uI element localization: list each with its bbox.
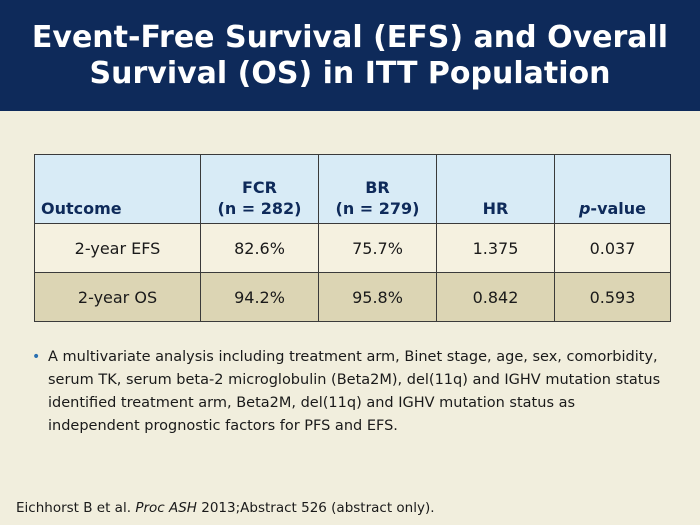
citation-journal: Proc ASH bbox=[135, 500, 197, 516]
cell-hr: 1.375 bbox=[436, 223, 555, 273]
header-p-value: p-value bbox=[554, 154, 671, 224]
title-banner: Event-Free Survival (EFS) and Overall Su… bbox=[0, 0, 700, 111]
cell-br: 75.7% bbox=[318, 223, 437, 273]
citation-details: 2013;Abstract 526 (abstract only). bbox=[201, 500, 435, 516]
cell-outcome: 2-year EFS bbox=[34, 223, 201, 273]
cell-hr: 0.842 bbox=[436, 272, 555, 322]
table-row: 2-year EFS 82.6% 75.7% 1.375 0.037 bbox=[34, 223, 671, 273]
cell-outcome: 2-year OS bbox=[34, 272, 201, 322]
cell-br: 95.8% bbox=[318, 272, 437, 322]
citation: Eichhorst B et al. Proc ASH 2013;Abstrac… bbox=[16, 500, 435, 516]
header-outcome: Outcome bbox=[34, 154, 201, 224]
header-fcr: FCR (n = 282) bbox=[200, 154, 319, 224]
cell-fcr: 82.6% bbox=[200, 223, 319, 273]
cell-p-value: 0.593 bbox=[554, 272, 671, 322]
header-br: BR (n = 279) bbox=[318, 154, 437, 224]
bullet-point: • A multivariate analysis including trea… bbox=[32, 346, 668, 438]
table-row: 2-year OS 94.2% 95.8% 0.842 0.593 bbox=[34, 272, 671, 322]
bullet-text: A multivariate analysis including treatm… bbox=[48, 349, 661, 434]
citation-authors: Eichhorst B et al. bbox=[16, 500, 132, 516]
bullet-dot-icon: • bbox=[32, 349, 41, 365]
header-hr: HR bbox=[436, 154, 555, 224]
page-title: Event-Free Survival (EFS) and Overall Su… bbox=[31, 19, 669, 91]
results-table: Outcome FCR (n = 282) BR (n = 279) HR p-va… bbox=[34, 154, 671, 322]
cell-p-value: 0.037 bbox=[554, 223, 671, 273]
cell-fcr: 94.2% bbox=[200, 272, 319, 322]
table-header-row: Outcome FCR (n = 282) BR (n = 279) HR p-va… bbox=[34, 154, 671, 224]
